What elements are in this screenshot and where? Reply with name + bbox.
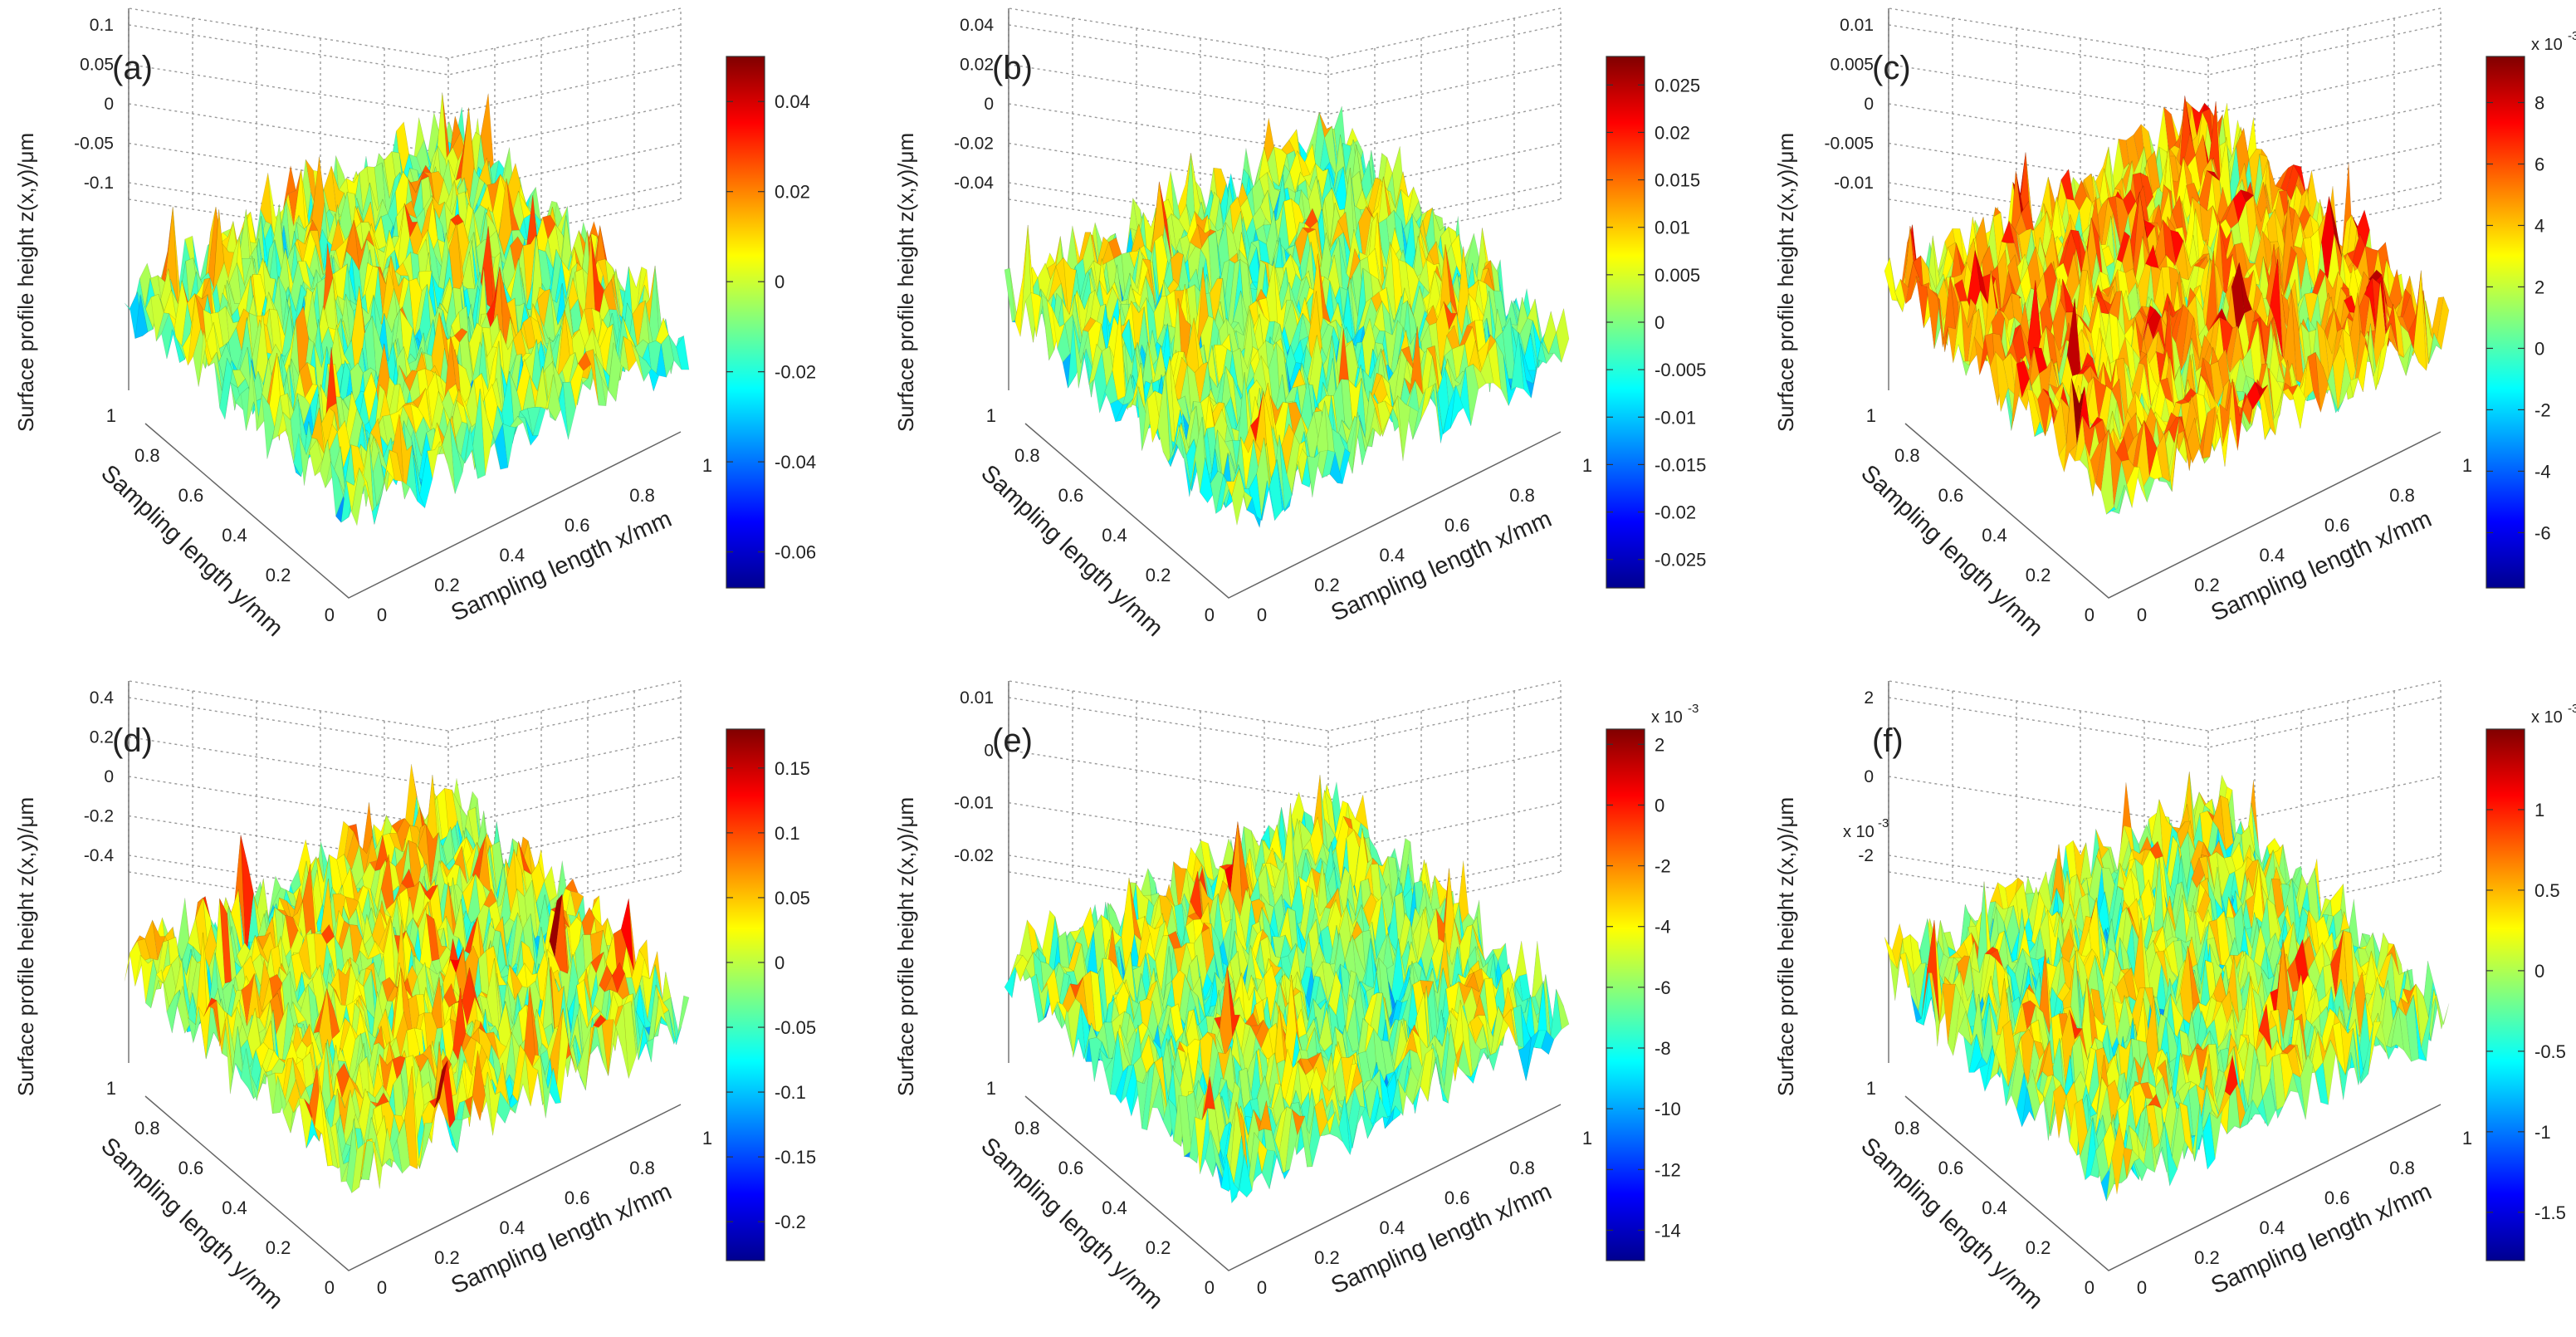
surface-patch	[550, 289, 564, 343]
z-tick-label: -0.005	[1824, 135, 1874, 154]
surface-patch	[376, 230, 390, 279]
colorbar-tick-label: 0.02	[1655, 122, 1690, 143]
z-tick-label: 0.01	[1840, 16, 1874, 35]
x-tick-label: 0.6	[1444, 515, 1470, 536]
y-tick-label: 0.2	[1146, 565, 1171, 585]
z-tick-label: 0.04	[960, 16, 994, 35]
colorbar-tick-label: -0.01	[1655, 407, 1696, 428]
surface-patch	[486, 174, 501, 213]
z-tick-label: 0.02	[960, 56, 994, 75]
x-tick-label: 0.8	[629, 485, 655, 506]
x-axis-label: Sampling length x/mm	[447, 506, 676, 627]
panel-label: (a)	[112, 50, 153, 86]
panel-label: (b)	[992, 50, 1033, 86]
z-tick-label: 0.05	[80, 56, 114, 75]
z-gridline	[1008, 24, 1562, 76]
z-tick-label: -0.1	[84, 174, 114, 193]
z-tick-label: 0.005	[1830, 56, 1874, 75]
surface-patch	[498, 179, 512, 257]
colorbar	[726, 56, 765, 589]
z-tick-label: -0.02	[954, 135, 994, 154]
z-axis-label: Surface profile height z(x,y)/μm	[893, 133, 918, 432]
surface-patch	[467, 272, 481, 318]
y-tick-label: 0.4	[1102, 525, 1127, 546]
z-tick-label: -0.04	[954, 174, 994, 193]
x-tick-label: 0	[377, 605, 387, 625]
colorbar-tick-label: -0.005	[1655, 360, 1706, 380]
x-tick-label: 0.8	[1509, 485, 1535, 506]
z-tick-label: 0	[984, 95, 994, 114]
surface-patch	[369, 183, 384, 228]
y-tick-label: 1	[986, 405, 996, 426]
surface-patch	[374, 198, 389, 228]
panel-a: 0.1 0.05 0 -0.05 -0.1 (a) Surface profile heig…	[13, 7, 816, 642]
x-tick-label: 0.4	[1380, 545, 1405, 566]
colorbar-tick-label: 0	[1655, 312, 1664, 333]
floor-axes	[144, 423, 682, 599]
y-tick-label: 0.4	[222, 525, 247, 546]
x-axis-label: Sampling length x/mm	[1327, 506, 1556, 627]
colorbar-tick-label: 0.04	[775, 91, 810, 112]
colorbar-tick-label: -0.02	[1655, 502, 1696, 523]
z-tick-label: 0.1	[90, 16, 114, 35]
z-tick-label: 0	[104, 95, 114, 114]
back-wall-frame	[128, 7, 682, 199]
z-gridline	[128, 24, 682, 76]
surface-mesh	[1004, 105, 1570, 529]
z-gridline	[1008, 63, 1562, 115]
colorbar-tick-label: -0.015	[1655, 454, 1706, 475]
x-tick-label: 0.2	[1314, 575, 1340, 595]
surface-patch	[480, 93, 494, 176]
colorbar-tick-label: 0.005	[1655, 265, 1700, 286]
colorbar-tick-label: -0.06	[775, 542, 816, 563]
x-tick-label: 0.4	[500, 545, 525, 566]
colorbar-tick-label: 0.02	[775, 182, 810, 203]
surface-patch	[390, 256, 404, 323]
colorbar-tick-label: -0.025	[1655, 550, 1706, 571]
z-tick-label: -0.01	[1834, 174, 1874, 193]
y-tick-label: 0.6	[1058, 485, 1084, 506]
y-tick-label: 0.2	[266, 565, 291, 585]
z-gridline	[1888, 24, 2442, 76]
z-axis-label: Surface profile height z(x,y)/μm	[13, 133, 38, 432]
surface-patch	[506, 179, 520, 231]
y-tick-label: 0	[325, 605, 335, 625]
surface-patch	[628, 266, 643, 341]
surface-mesh	[1884, 96, 2450, 515]
surface-mesh	[124, 92, 690, 526]
x-tick-label: 1	[1582, 455, 1592, 476]
z-tick-label: -0.05	[74, 135, 114, 154]
surface-patch	[450, 213, 464, 227]
surface-patch	[408, 179, 422, 211]
surface-patch	[345, 219, 360, 272]
colorbar-tick-label: -0.04	[775, 452, 816, 473]
y-tick-label: 0.8	[134, 445, 160, 466]
x-tick-label: 0.6	[565, 515, 590, 536]
colorbar-tick-label: -0.02	[775, 362, 816, 383]
surface-patch	[296, 230, 310, 264]
colorbar-tick-label: 0.025	[1655, 75, 1700, 96]
x-tick-label: 1	[702, 455, 712, 476]
y-tick-label: 0.6	[178, 485, 204, 506]
z-gridline	[128, 63, 682, 115]
x-tick-label: 0.2	[434, 575, 460, 595]
colorbar-tick-label: 0.01	[1655, 218, 1690, 238]
z-gridline	[1888, 63, 2442, 115]
x-tick-label: 0	[1257, 605, 1267, 625]
y-tick-label: 1	[106, 405, 116, 426]
y-tick-label: 0.8	[1014, 445, 1040, 466]
y-tick-label: 0	[1205, 605, 1215, 625]
colorbar-tick-label: 0	[775, 272, 785, 292]
panel-b: 0.04 0.02 0 -0.02 -0.04 (b) Surface profile he…	[893, 7, 1706, 642]
z-tick-label: 0	[1864, 95, 1874, 114]
colorbar-tick-label: 0.015	[1655, 170, 1700, 191]
